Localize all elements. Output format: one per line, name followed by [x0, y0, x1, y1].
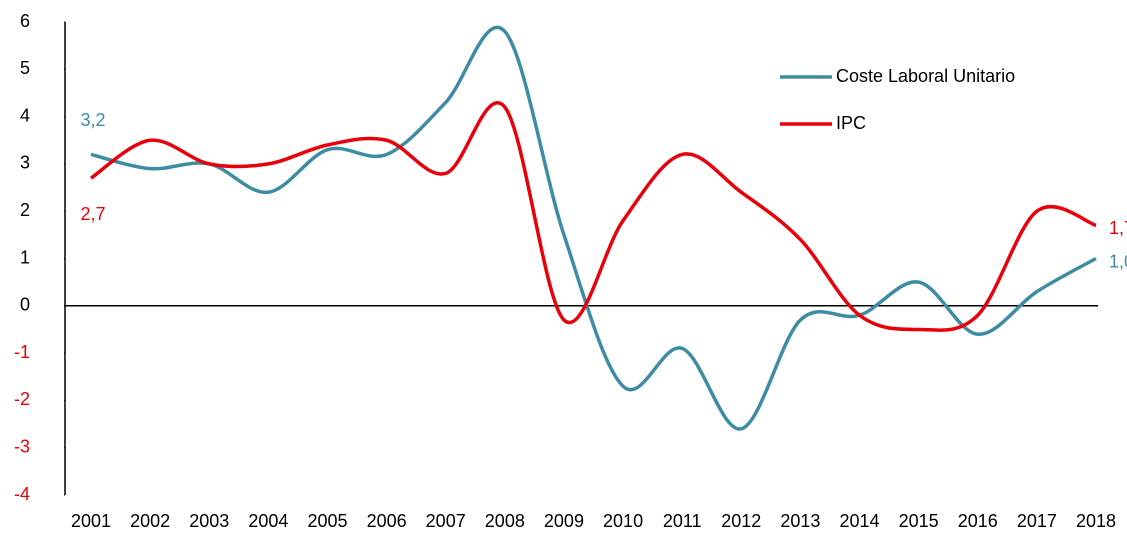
x-tick-label: 2006	[367, 511, 407, 531]
y-tick-label: -3	[14, 436, 30, 456]
y-tick-label: 3	[20, 153, 30, 173]
x-tick-label: 2012	[721, 511, 761, 531]
x-tick-label: 2004	[248, 511, 288, 531]
legend-label: IPC	[836, 113, 866, 133]
x-tick-label: 2015	[899, 511, 939, 531]
x-tick-label: 2016	[958, 511, 998, 531]
x-tick-label: 2011	[663, 511, 702, 531]
x-tick-label: 2018	[1076, 511, 1116, 531]
y-tick-label: 5	[20, 58, 30, 78]
x-tick-label: 2003	[189, 511, 229, 531]
y-tick-label: -1	[14, 342, 30, 362]
y-tick-label: -4	[14, 484, 30, 504]
x-tick-label: 2014	[840, 511, 880, 531]
series-line	[90, 25, 1097, 431]
value-label: 1,0	[1109, 251, 1127, 271]
x-tick-label: 2013	[780, 511, 820, 531]
x-tick-label: 2005	[307, 511, 347, 531]
y-tick-label: 4	[20, 105, 30, 125]
y-tick-label: 6	[20, 11, 30, 31]
y-tick-label: 0	[20, 295, 30, 315]
x-tick-label: 2010	[603, 511, 643, 531]
x-tick-label: 2001	[71, 511, 111, 531]
legend-label: Coste Laboral Unitario	[836, 66, 1015, 86]
y-tick-label: 2	[20, 200, 30, 220]
value-label: 3,2	[80, 110, 105, 130]
x-tick-label: 2017	[1017, 511, 1057, 531]
x-tick-label: 2009	[544, 511, 584, 531]
x-tick-label: 2002	[130, 511, 170, 531]
value-label: 1,7	[1109, 218, 1127, 238]
x-tick-label: 2008	[485, 511, 525, 531]
x-tick-label: 2007	[426, 511, 466, 531]
series-line	[90, 101, 1097, 332]
y-tick-label: -2	[14, 389, 30, 409]
y-tick-label: 1	[20, 247, 30, 267]
value-label: 2,7	[80, 204, 105, 224]
